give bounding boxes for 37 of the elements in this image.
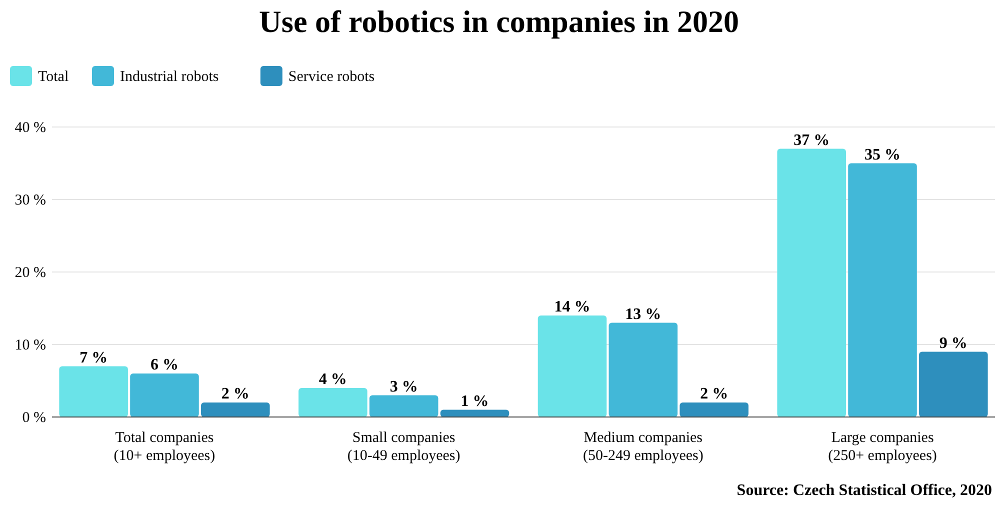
x-tick-label: Total companies (10+ employees) [114,430,216,464]
x-tick-label: Small companies (10-49 employees) [347,430,460,464]
data-label: 4 % [318,371,347,388]
bar [201,402,270,417]
bar [848,163,917,417]
y-tick-label: 0 % [22,410,46,426]
legend-label: Industrial robots [120,69,219,85]
chart-title: Use of robotics in companies in 2020 [259,4,739,39]
bar [777,148,846,417]
bar [369,395,438,417]
x-tick-label: Large companies (250+ employees) [828,430,937,464]
bar [130,374,199,417]
data-label: 7 % [80,349,108,366]
y-tick-label: 30 % [14,192,46,208]
data-label: 35 % [864,146,901,164]
source-note: Source: Czech Statistical Office, 2020 [736,482,992,499]
data-label: 9 % [939,334,968,352]
data-label: 1 % [460,392,489,410]
data-label: 2 % [221,386,250,402]
bar [538,316,607,417]
bar [59,366,128,417]
data-label: 37 % [794,132,830,149]
y-tick-label: 10 % [14,338,46,354]
bar [680,402,748,417]
y-tick-label: 40 % [14,120,46,136]
legend-label: Service robots [288,69,375,85]
data-label: 13 % [625,306,662,323]
data-label: 6 % [150,356,178,374]
bar [608,322,678,417]
bar [919,352,988,417]
bar [298,388,368,417]
legend-label: Total [38,69,69,85]
x-tick-label: Medium companies (50-249 employees) [582,430,704,464]
data-label: 2 % [700,386,728,402]
data-label: 3 % [390,378,418,396]
data-label: 14 % [554,298,590,316]
y-tick-label: 20 % [14,265,46,281]
